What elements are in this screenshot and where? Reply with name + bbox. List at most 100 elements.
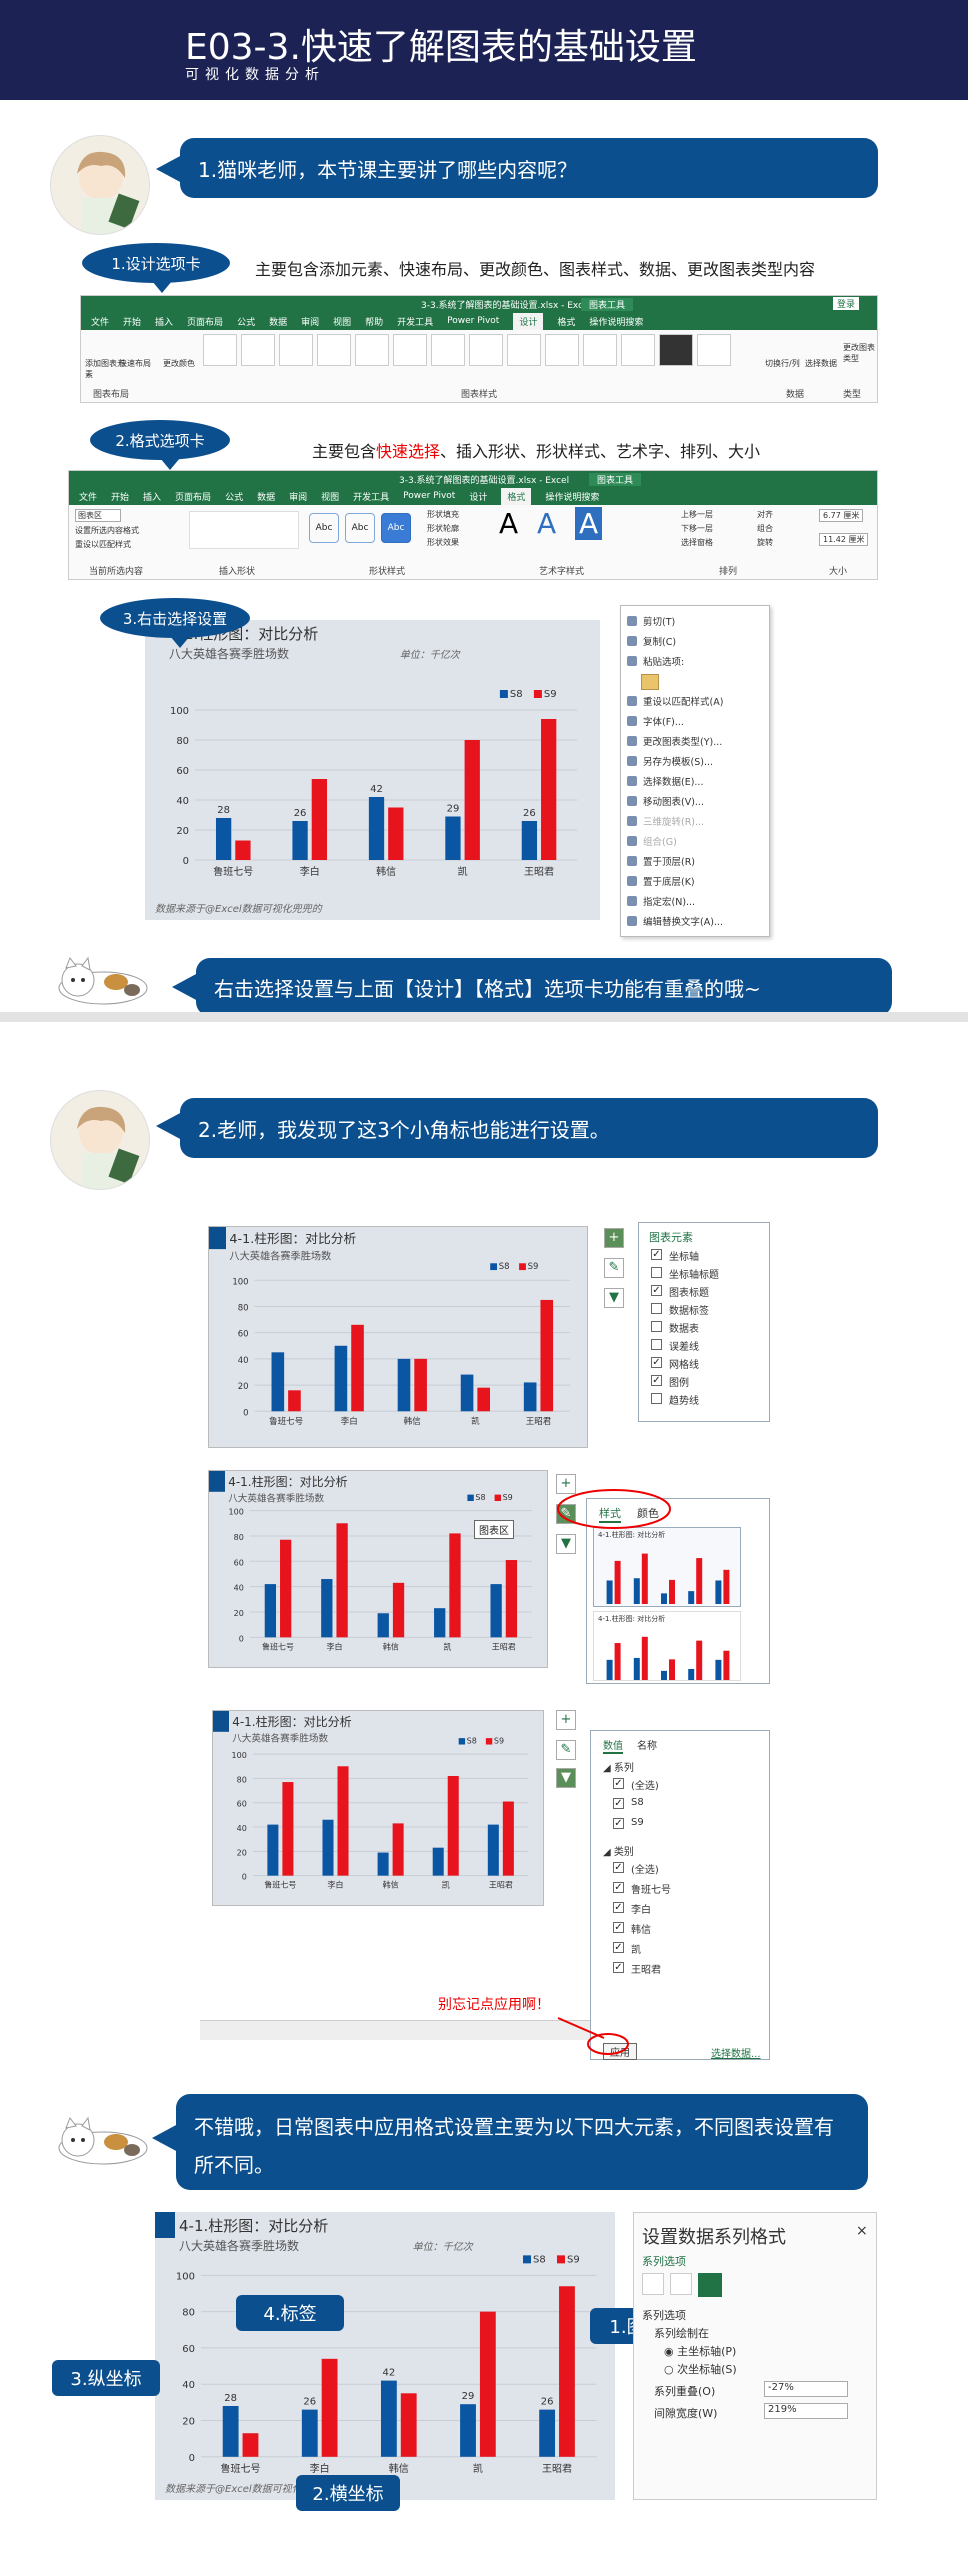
tab-search[interactable]: 操作说明搜索 — [589, 317, 644, 328]
effects-icon[interactable] — [670, 2273, 692, 2295]
tab-formulas[interactable]: 公式 — [225, 492, 244, 503]
send-backward-button[interactable]: 下移一层 — [681, 524, 713, 533]
shape-style-3[interactable]: Abc — [381, 513, 411, 543]
tab-page-layout[interactable]: 页面布局 — [187, 317, 224, 328]
group-button[interactable]: 组合 — [757, 524, 773, 533]
filter-checkbox[interactable]: ✓ — [613, 1902, 624, 1913]
filter-group-header[interactable]: ◢ 系列 — [603, 1763, 634, 1774]
rotate-button[interactable]: 旋转 — [757, 538, 773, 547]
reset-style-button[interactable]: 重设以匹配样式 — [75, 540, 131, 549]
style-preview-1[interactable]: 4-1.柱形图: 对比分析 — [593, 1527, 741, 1607]
change-colors-button[interactable]: 更改颜色 — [163, 359, 195, 368]
select-data-link[interactable]: 选择数据... — [711, 2049, 761, 2060]
primary-axis-radio[interactable]: ◉ 主坐标轴(P) — [664, 2345, 737, 2358]
series-options-dropdown[interactable]: 系列选项 — [642, 2255, 686, 2268]
tab-design[interactable]: 设计 — [469, 492, 488, 503]
element-checkbox[interactable]: ✓ — [651, 1249, 662, 1260]
filter-checkbox[interactable]: ✓ — [613, 1818, 624, 1829]
tab-design[interactable]: 设计 — [513, 312, 544, 330]
selection-pane-button[interactable]: 选择窗格 — [681, 538, 713, 547]
wordart-style-2[interactable]: A — [537, 507, 557, 540]
sheet-scrollbar[interactable] — [200, 2020, 590, 2040]
shape-effects-button[interactable]: 形状效果 — [427, 538, 459, 547]
context-menu-item[interactable]: 指定宏(N)... — [643, 897, 696, 908]
chart-style-thumb[interactable] — [279, 334, 313, 366]
tab-page-layout[interactable]: 页面布局 — [175, 492, 212, 503]
chart-style-thumb[interactable] — [203, 334, 237, 366]
gap-width-input[interactable]: 219% — [764, 2403, 848, 2419]
tab-review[interactable]: 审阅 — [301, 317, 320, 328]
element-checkbox[interactable] — [651, 1321, 662, 1332]
close-icon[interactable]: × — [856, 2223, 868, 2239]
filter-checkbox[interactable]: ✓ — [613, 1882, 624, 1893]
fill-line-icon[interactable] — [642, 2273, 664, 2295]
filter-checkbox[interactable]: ✓ — [613, 1798, 624, 1809]
chart-filter-funnel-icon[interactable]: ▼ — [556, 1768, 576, 1788]
chart-area-styles[interactable]: 4-1.柱形图：对比分析 八大英雄各赛季胜场数 0 20 40 60 80 100 鲁班七号 李白… — [208, 1470, 548, 1668]
chart-style-thumb[interactable] — [545, 334, 579, 366]
context-menu-item[interactable]: 移动图表(V)... — [643, 797, 704, 808]
tab-color[interactable]: 颜色 — [637, 1507, 659, 1520]
context-menu-item[interactable]: 编辑替换文字(A)... — [643, 917, 723, 928]
chart-style-thumb[interactable] — [659, 334, 693, 366]
filter-checkbox[interactable]: ✓ — [613, 1942, 624, 1953]
tab-developer[interactable]: 开发工具 — [353, 492, 390, 503]
tab-power-pivot[interactable]: Power Pivot — [447, 316, 500, 326]
context-menu-item[interactable]: 剪切(T) — [643, 617, 676, 628]
element-checkbox[interactable]: ✓ — [651, 1357, 662, 1368]
filter-checkbox[interactable]: ✓ — [613, 1922, 624, 1933]
shape-width-input[interactable]: 11.42 厘米 — [819, 533, 869, 546]
chart-styles-brush-icon[interactable]: ✎ — [604, 1258, 624, 1278]
filter-checkbox[interactable]: ✓ — [613, 1778, 624, 1789]
context-menu-item[interactable]: 置于底层(K) — [643, 877, 695, 888]
tab-help[interactable]: 帮助 — [365, 317, 384, 328]
chart-filter-funnel-icon[interactable]: ▼ — [604, 1288, 624, 1308]
tab-insert[interactable]: 插入 — [155, 317, 174, 328]
chart-filter-funnel-icon[interactable]: ▼ — [556, 1534, 576, 1554]
filter-checkbox[interactable]: ✓ — [613, 1962, 624, 1973]
chart-style-thumb[interactable] — [355, 334, 389, 366]
add-chart-element-button[interactable]: 添加图表元素 — [85, 359, 125, 379]
style-preview-2[interactable]: 4-1.柱形图: 对比分析 — [593, 1611, 741, 1681]
change-chart-type-button[interactable]: 更改图表类型 — [843, 343, 875, 363]
tab-insert[interactable]: 插入 — [143, 492, 162, 503]
chart-style-thumb[interactable] — [317, 334, 351, 366]
shape-height-input[interactable]: 6.77 厘米 — [819, 509, 864, 522]
chart-area-final[interactable]: 4-1.柱形图：对比分析 八大英雄各赛季胜场数 单位：千亿次 0 20 40 60 80 100… — [155, 2212, 615, 2500]
context-menu-item[interactable]: 重设以匹配样式(A) — [643, 697, 724, 708]
tab-names[interactable]: 名称 — [637, 1741, 657, 1752]
context-menu-item[interactable]: 选择数据(E)... — [643, 777, 704, 788]
element-checkbox[interactable] — [651, 1303, 662, 1314]
tab-format[interactable]: 格式 — [557, 317, 576, 328]
chart-elements-plus-icon[interactable]: + — [556, 1710, 576, 1730]
context-menu-item[interactable]: 复制(C) — [643, 637, 677, 648]
context-menu-item[interactable]: 三维旋转(R)... — [643, 817, 705, 828]
tab-view[interactable]: 视图 — [321, 492, 340, 503]
context-menu-item[interactable]: 字体(F)... — [643, 717, 684, 728]
tab-file[interactable]: 文件 — [91, 317, 110, 328]
switch-row-col-button[interactable]: 切换行/列 — [765, 359, 800, 368]
paste-icon[interactable] — [641, 674, 659, 690]
format-selection-button[interactable]: 设置所选内容格式 — [75, 526, 139, 535]
context-menu-item[interactable]: 另存为模板(S)... — [643, 757, 714, 768]
filter-checkbox[interactable]: ✓ — [613, 1862, 624, 1873]
shapes-gallery[interactable] — [189, 511, 299, 549]
tab-format[interactable]: 格式 — [501, 487, 532, 505]
chart-elements-plus-icon[interactable]: + — [556, 1474, 576, 1494]
chart-styles-brush-icon[interactable]: ✎ — [556, 1504, 576, 1524]
chart-style-thumb[interactable] — [469, 334, 503, 366]
context-menu-item[interactable]: 置于顶层(R) — [643, 857, 696, 868]
element-checkbox[interactable] — [651, 1339, 662, 1350]
align-button[interactable]: 对齐 — [757, 510, 773, 519]
shape-outline-button[interactable]: 形状轮廓 — [427, 524, 459, 533]
tab-file[interactable]: 文件 — [79, 492, 98, 503]
select-data-button[interactable]: 选择数据 — [805, 359, 837, 368]
filter-group-header[interactable]: ◢ 类别 — [603, 1847, 634, 1858]
series-options-icon[interactable] — [698, 2273, 722, 2297]
context-menu-item[interactable]: 粘贴选项: — [643, 657, 685, 668]
secondary-axis-radio[interactable]: ○ 次坐标轴(S) — [664, 2363, 737, 2376]
context-menu-item[interactable]: 组合(G) — [643, 837, 677, 848]
element-checkbox[interactable]: ✓ — [651, 1375, 662, 1386]
chart-styles-brush-icon[interactable]: ✎ — [556, 1740, 576, 1760]
chart-style-thumb[interactable] — [507, 334, 541, 366]
